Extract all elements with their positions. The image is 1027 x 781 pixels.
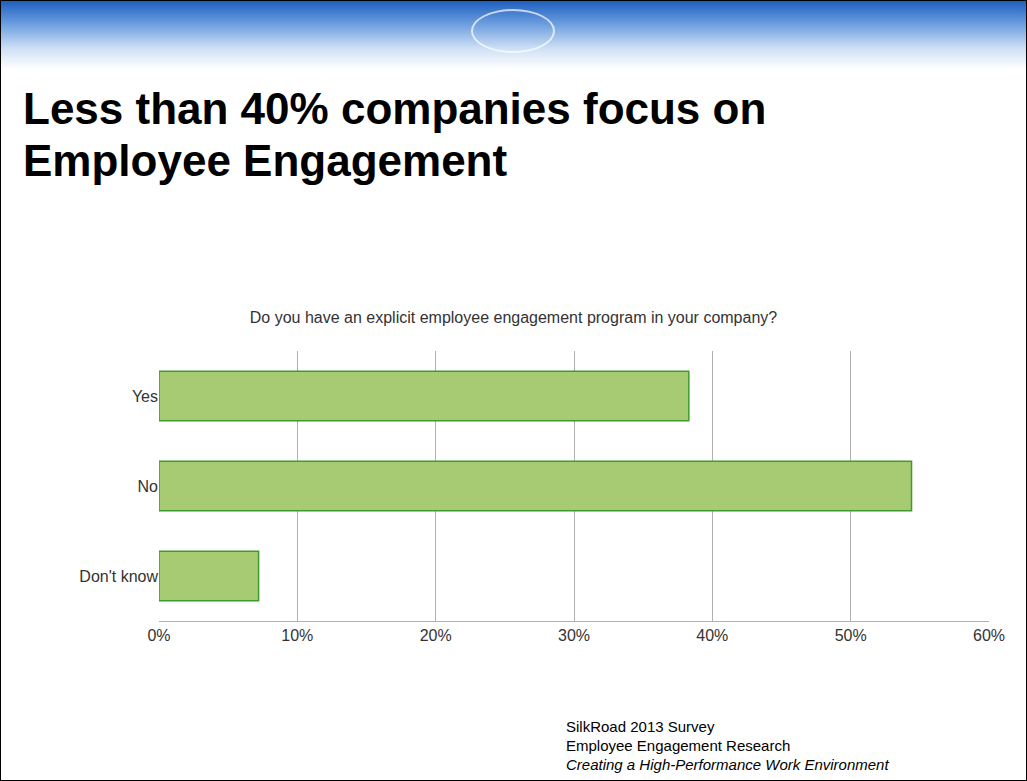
html-text:SilkRoad 2013 Survey: SilkRoad 2013 Survey: [566, 718, 715, 735]
svg-text:40%: 40%: [696, 627, 728, 644]
svg-text:No: No: [138, 478, 159, 495]
svg-text:Don't know: Don't know: [79, 568, 158, 585]
svg-text:20%: 20%: [420, 627, 452, 644]
svg-text:60%: 60%: [973, 627, 1005, 644]
html-text:Less than 40% companies focus: Less than 40% companies focus on Employe…: [23, 84, 767, 185]
svg-text:30%: 30%: [558, 627, 590, 644]
html-text:Employee Engagement Research: Employee Engagement Research: [566, 737, 791, 754]
html-text:Creating a High-Performance Wo: Creating a High-Performance Work Environ…: [566, 756, 889, 773]
svg-text:Yes: Yes: [132, 388, 158, 405]
svg-text:50%: 50%: [835, 627, 867, 644]
svg-text:Do you have an explicit employ: Do you have an explicit employee engagem…: [250, 309, 778, 326]
svg-text:0%: 0%: [147, 627, 170, 644]
svg-text:10%: 10%: [281, 627, 313, 644]
